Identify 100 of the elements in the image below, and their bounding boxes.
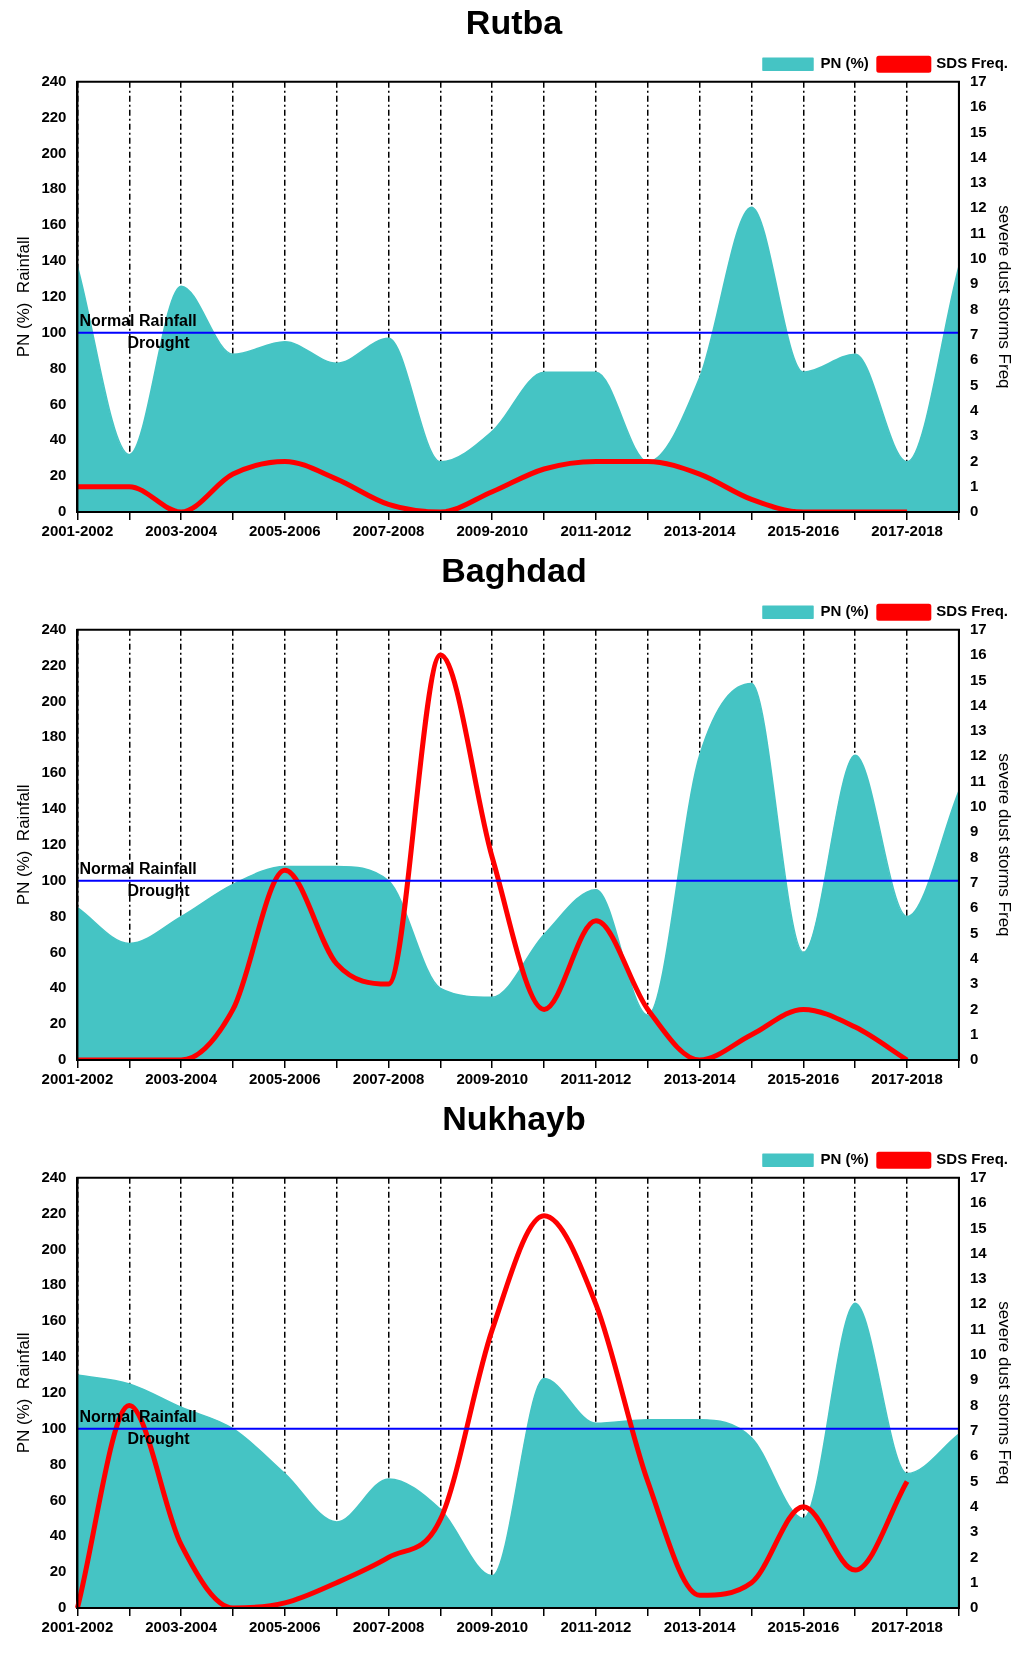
y2-tick-label: 0 [969,1050,979,1068]
y2-tick-label: 13 [969,173,987,191]
y-tick-label: 120 [41,287,67,305]
x-tick-label: 2005-2006 [248,1070,321,1088]
y2-tick-label: 11 [969,223,986,241]
x-tick-label: 2003-2004 [145,522,218,540]
y2-tick-label: 11 [969,771,986,789]
y2-tick-label: 10 [969,249,987,267]
legend-label: PN (%) [820,1150,869,1168]
x-tick-label: 2009-2010 [456,1070,529,1088]
y-tick-label: 180 [41,179,67,197]
y-tick-label: 0 [58,502,67,520]
y-tick-label: 80 [49,1454,67,1472]
y-axis-title: PN (%) Rainfall [13,1332,33,1454]
y2-tick-label: 6 [969,1446,979,1464]
x-tick-label: 2015-2016 [767,1070,840,1088]
y2-tick-label: 5 [969,375,979,393]
y2-tick-label: 4 [969,948,979,966]
y2-tick-label: 8 [969,299,979,317]
y-tick-label: 60 [49,1490,67,1508]
y2-tick-label: 17 [969,71,987,89]
y2-tick-label: 10 [969,797,987,815]
x-tick-label: 2003-2004 [145,1618,218,1636]
y-tick-label: 40 [49,978,67,996]
y2-tick-label: 15 [969,122,987,140]
y2-tick-label: 12 [969,198,987,216]
y-tick-label: 100 [41,870,67,888]
y2-tick-label: 3 [969,1522,979,1540]
y-tick-label: 160 [41,215,67,233]
x-tick-label: 2011-2012 [560,1618,632,1636]
x-tick-label: 2017-2018 [871,1618,943,1636]
x-tick-label: 2011-2012 [560,522,632,540]
y2-tick-label: 14 [969,695,988,713]
y2-tick-label: 14 [969,1243,988,1261]
x-tick-label: 2013-2014 [663,522,737,540]
y-tick-label: 180 [41,727,67,745]
y2-tick-label: 15 [969,1218,987,1236]
y-tick-label: 80 [49,906,67,924]
y-tick-label: 40 [49,430,67,448]
chart-title: Nukhayb [442,1098,586,1137]
legend-label: SDS Freq. [936,54,1009,72]
y2-tick-label: 1 [969,476,979,494]
y2-tick-label: 15 [969,670,987,688]
x-tick-label: 2005-2006 [248,522,321,540]
x-tick-label: 2015-2016 [767,1618,840,1636]
y-tick-label: 240 [41,71,67,89]
y2-tick-label: 12 [969,1294,987,1312]
y-tick-label: 20 [49,1014,67,1032]
x-tick-label: 2009-2010 [456,1618,529,1636]
y2-tick-label: 1 [969,1024,979,1042]
y2-tick-label: 6 [969,898,979,916]
y2-tick-label: 1 [969,1572,979,1590]
y-tick-label: 120 [41,835,67,853]
y2-tick-label: 17 [969,619,987,637]
y-tick-label: 140 [41,1347,67,1365]
y-tick-label: 100 [41,1418,67,1436]
x-tick-label: 2003-2004 [145,1070,218,1088]
y2-tick-label: 0 [969,1598,979,1616]
y-tick-label: 200 [41,691,67,709]
y2-tick-label: 0 [969,502,979,520]
y2-tick-label: 13 [969,1269,987,1287]
x-tick-label: 2015-2016 [767,522,840,540]
y-tick-label: 220 [41,1203,67,1221]
y2-tick-label: 2 [969,999,979,1017]
y-tick-label: 0 [58,1598,67,1616]
y2-axis-title: severe dust storms Freq [995,753,1015,937]
y2-axis-title: severe dust storms Freq [995,1301,1015,1485]
y2-tick-label: 17 [969,1167,987,1185]
y-tick-label: 80 [49,358,67,376]
x-tick-label: 2007-2008 [352,1618,425,1636]
x-tick-label: 2017-2018 [871,522,943,540]
y-tick-label: 100 [41,322,67,340]
legend-label: SDS Freq. [936,602,1009,620]
y2-tick-label: 4 [969,1496,979,1514]
y2-tick-label: 5 [969,1471,979,1489]
annotation: Drought [127,882,191,900]
x-tick-label: 2007-2008 [352,522,425,540]
y-axis-title: PN (%) Rainfall [13,236,33,358]
y2-tick-label: 4 [969,400,979,418]
chart-title: Rutba [465,2,564,41]
y2-tick-label: 16 [969,1193,987,1211]
y2-axis-title: severe dust storms Freq [995,205,1015,389]
y2-tick-label: 8 [969,1395,979,1413]
y2-tick-label: 7 [969,325,979,342]
y2-tick-label: 3 [969,974,979,992]
x-tick-label: 2013-2014 [663,1618,737,1636]
y2-tick-label: 13 [969,721,987,739]
y2-tick-label: 8 [969,847,979,865]
x-tick-label: 2005-2006 [248,1618,321,1636]
y-axis-title: PN (%) Rainfall [13,784,33,906]
y-tick-label: 240 [41,1167,67,1185]
legend-label: PN (%) [820,602,869,620]
y-tick-label: 200 [41,143,67,161]
y-tick-label: 140 [41,799,67,817]
y2-tick-label: 12 [969,746,987,764]
legend-label: SDS Freq. [936,1150,1009,1168]
y2-tick-label: 2 [969,1547,979,1565]
legend-label: PN (%) [820,54,869,72]
chart-title: Baghdad [441,550,587,589]
y-tick-label: 40 [49,1526,67,1544]
